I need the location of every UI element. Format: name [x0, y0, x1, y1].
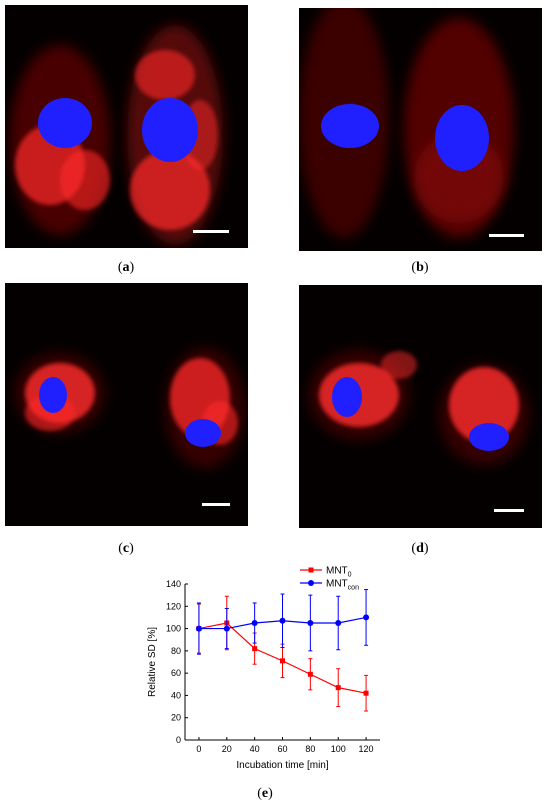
- x-tick-label: 20: [222, 744, 232, 754]
- data-point-circle: [307, 620, 314, 626]
- x-tick-label: 60: [277, 744, 287, 754]
- y-tick-label: 40: [171, 690, 181, 700]
- x-tick-label: 0: [196, 744, 201, 754]
- y-axis-label: Relative SD [%]: [147, 627, 158, 697]
- line-chart-e: 0 20 40 60 80 100 120 140 0 20 40 60 80 100 120 Incubat…: [130, 560, 390, 780]
- panel-label-a: (a): [117, 260, 135, 275]
- data-point-circle: [363, 614, 370, 621]
- data-point-circle: [279, 617, 286, 624]
- y-tick-label: 0: [176, 735, 181, 745]
- panel-label-d: (d): [411, 541, 429, 556]
- data-point-circle: [251, 620, 258, 626]
- micrograph-d: [299, 285, 542, 528]
- legend-marker: [308, 580, 314, 586]
- data-point-square: [252, 646, 258, 652]
- x-tick-label: 40: [250, 744, 260, 754]
- micrograph-c: [5, 283, 248, 526]
- chart-svg: 0 20 40 60 80 100 120 140 0 20 40 60 80 100 120 Incubat…: [147, 566, 380, 771]
- legend-marker: [308, 567, 314, 573]
- x-tick-label: 80: [305, 744, 315, 754]
- data-point-square: [363, 690, 369, 696]
- data-point-circle: [195, 625, 202, 632]
- x-axis-label: Incubation time [min]: [236, 760, 328, 771]
- legend-label: MNT0: [326, 566, 352, 579]
- panel-label-c: (c): [118, 541, 134, 556]
- data-point-square: [280, 658, 285, 664]
- micrograph-b: [299, 8, 542, 251]
- data-point-square: [335, 685, 341, 691]
- legend-label: MNTcon: [326, 579, 359, 592]
- data-point-square: [307, 671, 313, 677]
- y-tick-label: 80: [171, 646, 181, 656]
- x-tick-label: 100: [331, 744, 346, 754]
- y-tick-label: 60: [171, 668, 181, 678]
- y-tick-label: 140: [166, 579, 181, 589]
- y-tick-label: 120: [166, 601, 181, 611]
- y-tick-label: 100: [166, 624, 181, 634]
- panel-label-e: (e): [257, 786, 273, 801]
- data-point-circle: [223, 625, 230, 632]
- micrograph-a: [5, 5, 248, 248]
- y-tick-label: 20: [171, 713, 181, 723]
- x-tick-label: 120: [359, 744, 374, 754]
- data-point-circle: [335, 620, 342, 626]
- panel-label-b: (b): [411, 260, 429, 275]
